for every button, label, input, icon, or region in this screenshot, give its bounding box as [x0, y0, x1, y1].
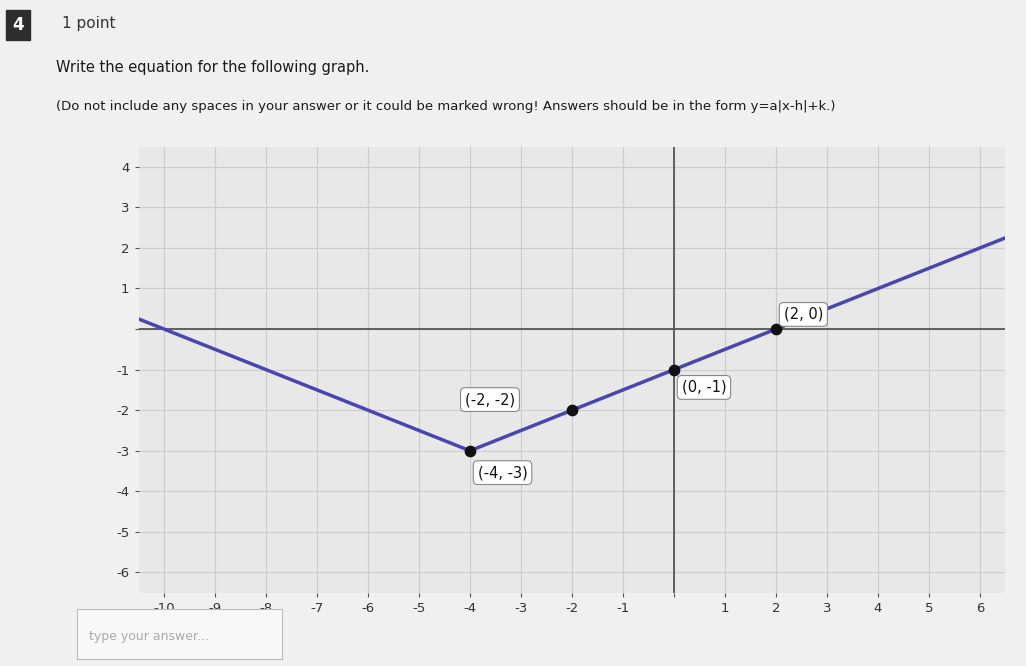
- Text: (-4, -3): (-4, -3): [478, 465, 527, 480]
- Point: [666, 364, 682, 375]
- Text: (Do not include any spaces in your answer or it could be marked wrong! Answers s: (Do not include any spaces in your answe…: [56, 100, 836, 113]
- Text: (2, 0): (2, 0): [784, 307, 823, 322]
- Point: [564, 405, 581, 416]
- Text: Write the equation for the following graph.: Write the equation for the following gra…: [56, 60, 369, 75]
- Text: type your answer...: type your answer...: [89, 630, 209, 643]
- Point: [767, 324, 784, 334]
- Text: 4: 4: [12, 16, 24, 34]
- Point: [462, 446, 478, 456]
- Text: (0, -1): (0, -1): [681, 380, 726, 395]
- Text: (-2, -2): (-2, -2): [465, 392, 515, 407]
- Text: 1 point: 1 point: [62, 16, 115, 31]
